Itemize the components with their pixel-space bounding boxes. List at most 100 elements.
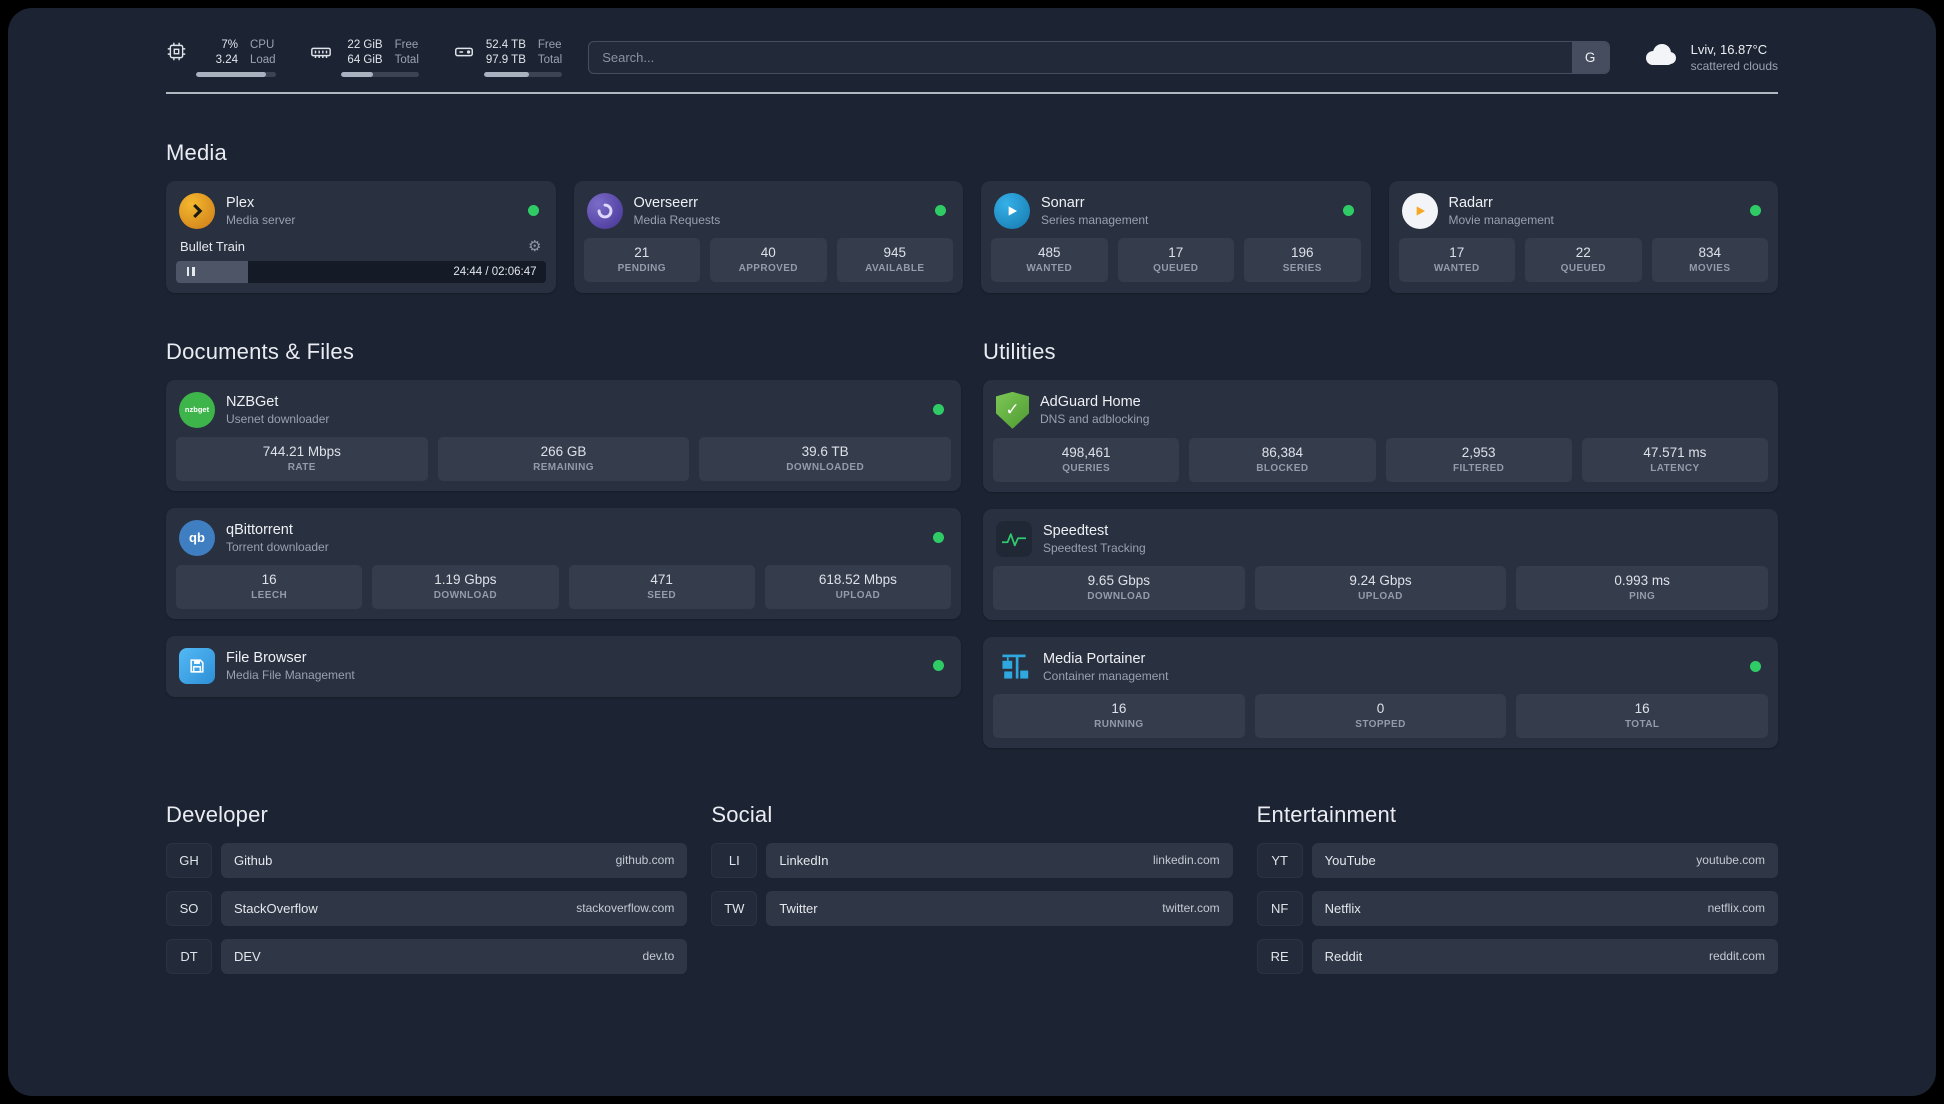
section-title-entertainment: Entertainment <box>1256 801 1397 827</box>
service-subtitle: Torrent downloader <box>226 539 329 554</box>
service-name: qBittorrent <box>226 521 293 538</box>
cpu-load-label: Load <box>250 53 276 66</box>
status-dot <box>933 404 944 416</box>
bookmarks-section: Developer GH Github github.com SO StackO… <box>166 776 1778 974</box>
qbittorrent-icon: qb <box>179 519 215 556</box>
bookmark-abbr: YT <box>1256 842 1303 878</box>
radarr-icon <box>1401 192 1438 229</box>
service-card-qbittorrent[interactable]: qb qBittorrent Torrent downloader 16 LEE… <box>166 507 961 619</box>
service-name: File Browser <box>226 649 307 666</box>
stat-value: 618.52 Mbps <box>818 571 897 587</box>
cpu-monitor: 7% 3.24 CPU Load <box>166 38 276 77</box>
stat-seed: 471 SEED <box>568 564 755 609</box>
disk-free-label: Free <box>537 39 562 51</box>
stat-approved: 40 APPROVED <box>710 237 827 282</box>
service-card-radarr[interactable]: Radarr Movie management 17 WANTED 22 QUE… <box>1388 180 1778 293</box>
search-input[interactable] <box>589 41 1572 73</box>
bookmark-youtube[interactable]: YT YouTube youtube.com <box>1256 842 1778 878</box>
search-bar: G <box>588 40 1610 74</box>
stat-label: SEED <box>647 589 677 601</box>
disk-monitor: 52.4 TB 97.9 TB Free Total <box>453 38 563 77</box>
service-name: Overseerr <box>633 194 698 211</box>
service-name: Speedtest <box>1043 522 1109 539</box>
disk-bar-fill <box>483 71 530 77</box>
bookmark-abbr: LI <box>711 842 758 878</box>
status-dot <box>1750 661 1761 673</box>
stat-label: RATE <box>287 461 316 473</box>
bookmark-name: DEV <box>234 948 261 964</box>
stat-running: 16 RUNNING <box>993 693 1245 738</box>
bookmark-domain: dev.to <box>642 949 675 964</box>
stat-movies: 834 MOVIES <box>1651 237 1768 282</box>
stat-upload: 618.52 Mbps UPLOAD <box>764 564 951 609</box>
service-card-speedtest[interactable]: Speedtest Speedtest Tracking 9.65 Gbps D… <box>983 508 1778 620</box>
status-dot <box>1750 205 1761 217</box>
service-card-nzbget[interactable]: nzbget NZBGet Usenet downloader 744.21 M… <box>166 379 961 491</box>
bookmark-abbr: NF <box>1256 890 1303 926</box>
bookmark-twitter[interactable]: TW Twitter twitter.com <box>711 890 1233 926</box>
cpu-bar-fill <box>196 71 267 77</box>
speedtest-icon <box>996 520 1032 557</box>
stat-label: PING <box>1629 590 1656 602</box>
search-provider-button[interactable]: G <box>1571 41 1609 73</box>
stat-label: RUNNING <box>1094 718 1144 730</box>
playback-progress-bar[interactable]: 24:44 / 02:06:47 <box>176 260 546 283</box>
stat-label: WANTED <box>1026 262 1073 274</box>
service-subtitle: DNS and adblocking <box>1040 412 1150 426</box>
top-bar: 7% 3.24 CPU Load <box>166 38 1778 77</box>
stat-value: 40 <box>760 244 776 260</box>
bookmark-name: Reddit <box>1324 948 1363 964</box>
bookmark-domain: github.com <box>615 853 675 868</box>
cloud-icon <box>1640 41 1680 73</box>
bookmark-reddit[interactable]: RE Reddit reddit.com <box>1256 938 1778 974</box>
stat-value: 39.6 TB <box>801 443 849 459</box>
stat-value: 0.993 ms <box>1614 572 1670 588</box>
service-name: AdGuard Home <box>1040 394 1141 411</box>
service-subtitle: Series management <box>1041 212 1149 227</box>
service-subtitle: Media server <box>226 212 296 227</box>
disk-total-value: 97.9 TB <box>485 53 526 66</box>
disk-icon <box>453 41 475 68</box>
section-title-documents: Documents & Files <box>166 338 355 364</box>
bookmark-stackoverflow[interactable]: SO StackOverflow stackoverflow.com <box>166 890 688 926</box>
stat-download: 1.19 Gbps DOWNLOAD <box>372 564 559 609</box>
playback-progress-fill <box>176 260 249 283</box>
section-title-utilities: Utilities <box>983 338 1056 364</box>
service-card-portainer[interactable]: Media Portainer Container management 16 … <box>983 636 1778 748</box>
bookmark-domain: linkedin.com <box>1152 853 1220 868</box>
pause-button[interactable] <box>185 267 196 277</box>
stat-value: 834 <box>1698 244 1722 260</box>
memory-monitor: 22 GiB 64 GiB Free Total <box>310 38 419 77</box>
service-card-adguard[interactable]: ✓ AdGuard Home DNS and adblocking 498,46… <box>983 379 1778 492</box>
gear-icon[interactable]: ⚙ <box>528 237 542 255</box>
service-card-sonarr[interactable]: Sonarr Series management 485 WANTED 17 Q… <box>981 180 1371 293</box>
service-subtitle: Media File Management <box>226 667 355 682</box>
stat-leech: 16 LEECH <box>176 564 363 609</box>
service-name: NZBGet <box>226 393 279 410</box>
bookmark-dev[interactable]: DT DEV dev.to <box>166 938 688 974</box>
status-dot <box>933 660 944 672</box>
weather-widget: Lviv, 16.87°C scattered clouds <box>1640 41 1778 75</box>
stat-label: PENDING <box>617 262 666 274</box>
bookmark-domain: reddit.com <box>1708 949 1765 964</box>
bookmark-linkedin[interactable]: LI LinkedIn linkedin.com <box>711 842 1233 878</box>
stat-label: TOTAL <box>1624 718 1660 730</box>
stat-queued: 22 QUEUED <box>1525 237 1642 282</box>
utilities-section: ✓ AdGuard Home DNS and adblocking 498,46… <box>983 379 1778 748</box>
stat-pending: 21 PENDING <box>583 237 700 282</box>
bookmark-name: Netflix <box>1324 900 1361 916</box>
service-card-plex[interactable]: Plex Media server Bullet Train ⚙ 24:44 /… <box>166 180 556 293</box>
cpu-usage-label: CPU <box>250 39 275 51</box>
stat-value: 86,384 <box>1261 444 1304 460</box>
bookmark-netflix[interactable]: NF Netflix netflix.com <box>1256 890 1778 926</box>
bookmark-github[interactable]: GH Github github.com <box>166 842 688 878</box>
weather-condition: scattered clouds <box>1690 59 1778 74</box>
service-subtitle: Media Requests <box>633 212 721 227</box>
service-card-overseerr[interactable]: Overseerr Media Requests 21 PENDING 40 A… <box>573 180 963 293</box>
service-card-filebrowser[interactable]: File Browser Media File Management <box>166 635 961 697</box>
stat-value: 471 <box>650 571 673 587</box>
dashboard: 7% 3.24 CPU Load <box>8 8 1936 1096</box>
service-subtitle: Movie management <box>1448 212 1554 227</box>
stat-value: 498,461 <box>1061 444 1111 460</box>
stat-value: 21 <box>634 244 650 260</box>
